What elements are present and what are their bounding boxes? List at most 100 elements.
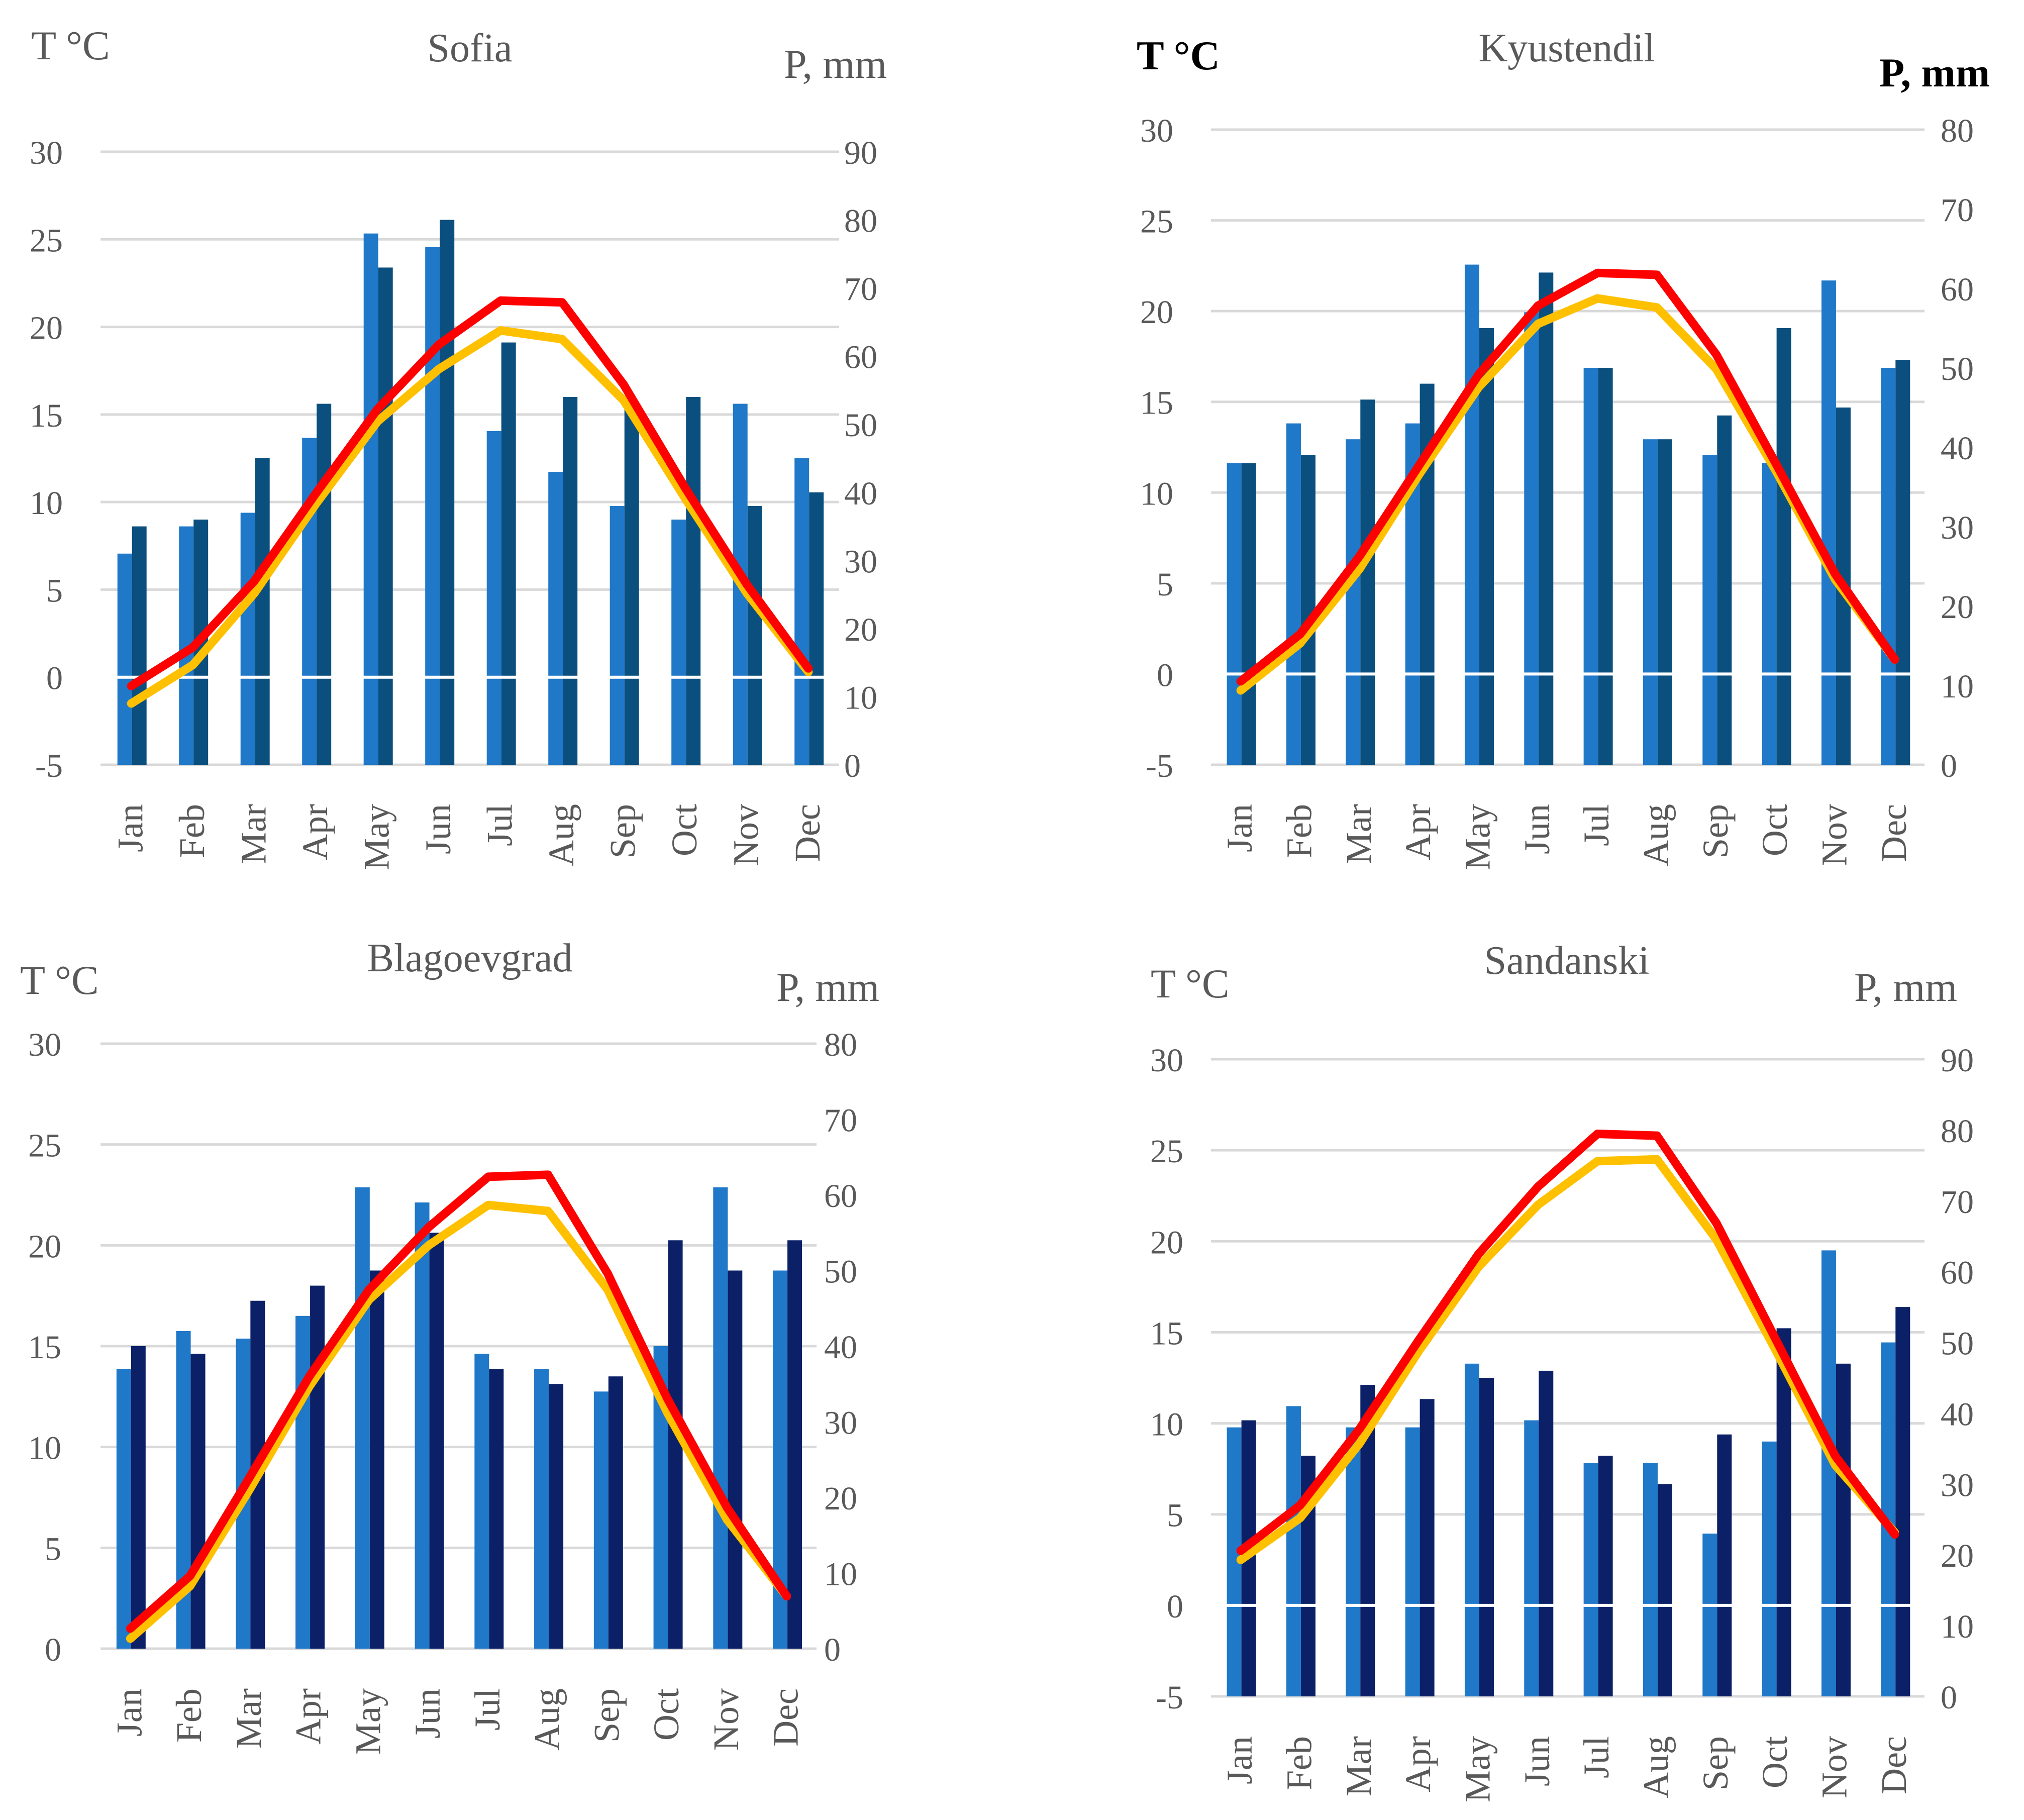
- right-tick-label: 80: [1941, 1113, 1974, 1150]
- temperature-line-yellow: [127, 326, 813, 708]
- precip-bar-dark-aug: [1657, 439, 1672, 765]
- precip-bar-dark-dec: [787, 1240, 802, 1649]
- month-label: Feb: [1279, 804, 1320, 858]
- precip-bar-dark-oct: [1776, 1328, 1791, 1696]
- left-tick-label: 25: [30, 222, 63, 259]
- left-tick-label: 25: [28, 1128, 61, 1164]
- precip-bar-light-apr: [302, 438, 317, 765]
- chart-title: Kyustendil: [1478, 26, 1655, 70]
- month-label: Jul: [479, 804, 520, 846]
- month-label: Aug: [541, 804, 581, 866]
- right-tick-label: 10: [1941, 1608, 1974, 1645]
- right-axis-unit: P, mm: [784, 41, 887, 87]
- right-tick-label: 30: [844, 543, 877, 580]
- precip-bar-dark-jan: [1241, 463, 1256, 765]
- left-tick-label: 10: [1140, 475, 1173, 512]
- month-label: Mar: [229, 1688, 269, 1749]
- right-tick-label: 10: [824, 1556, 857, 1593]
- left-tick-label: 30: [1150, 1042, 1183, 1079]
- chart-blagoevgrad: Blagoevgrad T °C P, mm 0 5 10 15 20 25 30 0 10 20 30 4…: [20, 936, 879, 1755]
- left-tick-label: 15: [28, 1329, 61, 1366]
- month-label: Dec: [1874, 1736, 1914, 1794]
- precip-bar-dark-jun: [429, 1233, 444, 1649]
- precip-bar-dark-may: [378, 267, 393, 765]
- month-label: Jun: [418, 804, 458, 854]
- precip-bar-light-mar: [1346, 1427, 1361, 1696]
- chart-title: Sandanski: [1484, 939, 1650, 983]
- precip-bar-light-sep: [593, 1391, 609, 1649]
- precip-bar-dark-dec: [1895, 360, 1910, 765]
- month-label: Mar: [233, 804, 273, 864]
- precip-bar-dark-oct: [686, 397, 701, 765]
- precip-bar-dark-jul: [1598, 1455, 1613, 1696]
- precip-bar-light-jan: [117, 553, 132, 765]
- month-label: Jan: [1220, 804, 1260, 852]
- left-tick-label: 10: [30, 485, 63, 522]
- precip-bar-dark-nov: [747, 505, 762, 765]
- right-tick-label: 70: [824, 1102, 857, 1139]
- left-axis-unit: T °C: [1151, 961, 1230, 1006]
- right-tick-label: 50: [1941, 1326, 1974, 1362]
- left-tick-label: 20: [1140, 294, 1173, 331]
- right-tick-label: 20: [824, 1480, 857, 1517]
- right-tick-label: 30: [824, 1405, 857, 1442]
- month-label: Dec: [1874, 804, 1914, 862]
- precip-bar-dark-mar: [1360, 399, 1375, 765]
- month-label: Jul: [467, 1688, 508, 1731]
- right-tick-label: 20: [1941, 1538, 1974, 1574]
- month-label: Jun: [1517, 804, 1557, 854]
- precip-bar-light-jan: [1227, 463, 1242, 765]
- left-tick-label: 30: [30, 135, 63, 171]
- left-tick-label: 10: [1150, 1406, 1183, 1443]
- right-tick-label: 70: [844, 271, 877, 308]
- precip-bar-dark-feb: [190, 1354, 206, 1649]
- precip-bar-light-jun: [425, 247, 440, 765]
- precip-bar-light-sep: [1702, 1533, 1717, 1696]
- right-axis-unit: P, mm: [1854, 964, 1957, 1010]
- right-tick-label: 30: [1941, 1467, 1974, 1503]
- month-label: Aug: [527, 1688, 567, 1751]
- right-tick-label: 30: [1941, 510, 1974, 546]
- month-label: Oct: [1755, 1736, 1795, 1788]
- left-tick-label: 20: [1150, 1224, 1183, 1261]
- precip-bar-light-dec: [1881, 368, 1896, 765]
- precip-bar-light-apr: [295, 1316, 311, 1649]
- month-label: May: [356, 804, 396, 870]
- chart-sandanski: Sandanski T °C P, mm -5 0 5 10 15 20 25 30 0 10 20 30 4…: [1150, 939, 1974, 1802]
- left-tick-label: 25: [1150, 1133, 1183, 1170]
- month-label: Oct: [646, 1688, 686, 1741]
- precip-bar-dark-aug: [1657, 1484, 1672, 1696]
- left-tick-label: 15: [30, 397, 63, 434]
- temperature-line-yellow: [1236, 1155, 1899, 1564]
- month-label: Jan: [1220, 1736, 1260, 1784]
- month-label: Oct: [1755, 804, 1795, 856]
- precip-bar-dark-mar: [255, 458, 270, 765]
- left-tick-label: 15: [1140, 385, 1173, 422]
- right-tick-label: 10: [1941, 668, 1974, 705]
- month-label: Apr: [288, 1688, 329, 1745]
- precip-bar-light-may: [363, 233, 378, 765]
- precip-bar-light-jun: [415, 1202, 430, 1649]
- month-label: Jun: [408, 1688, 448, 1739]
- month-label: Aug: [1636, 1736, 1676, 1798]
- right-tick-label: 50: [1941, 351, 1974, 387]
- right-tick-label: 60: [824, 1178, 857, 1215]
- right-tick-label: 0: [1941, 1679, 1957, 1716]
- month-label: Mar: [1339, 1736, 1379, 1796]
- left-tick-label: 15: [1150, 1315, 1183, 1352]
- temperature-line-red: [127, 296, 813, 690]
- left-tick-label: 25: [1140, 204, 1173, 240]
- right-tick-label: 40: [1941, 430, 1974, 467]
- month-label: Sep: [1695, 804, 1736, 858]
- left-axis-unit: T °C: [31, 23, 110, 68]
- precip-bar-dark-may: [1479, 328, 1494, 765]
- temperature-line-red: [1236, 1130, 1899, 1555]
- right-tick-label: 60: [844, 339, 877, 376]
- left-tick-label: 0: [45, 1632, 61, 1668]
- precip-bar-light-jul: [474, 1354, 489, 1649]
- right-tick-label: 90: [844, 135, 877, 171]
- precip-bar-light-oct: [1762, 463, 1777, 765]
- month-label: Apr: [1398, 1736, 1438, 1792]
- precip-bar-dark-jun: [440, 220, 455, 765]
